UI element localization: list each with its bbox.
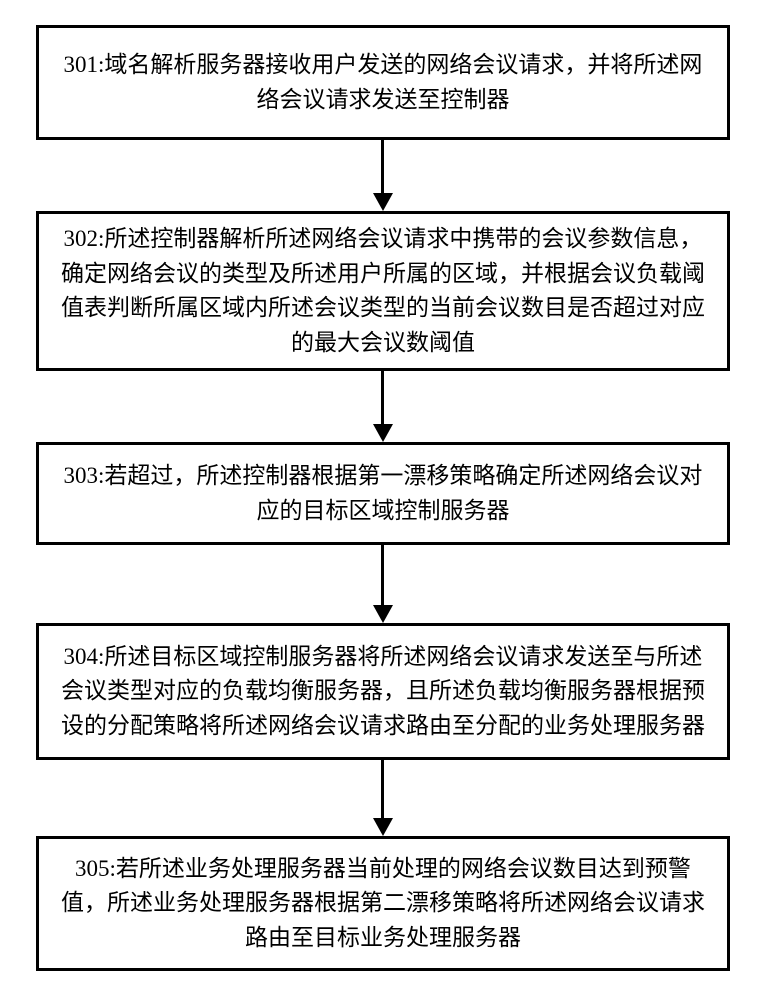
arrow-head-icon [373,424,393,442]
flowchart-arrow [373,760,393,836]
arrow-line [381,760,384,818]
flowchart-arrow [373,140,393,211]
arrow-head-icon [373,605,393,623]
flowchart-arrow [373,545,393,623]
arrow-head-icon [373,193,393,211]
flowchart-arrow [373,371,393,442]
node-text: 305:若所述业务处理服务器当前处理的网络会议数目达到预警值，所述业务处理服务器… [59,852,707,956]
flowchart-node-301: 301:域名解析服务器接收用户发送的网络会议请求，并将所述网络会议请求发送至控制… [36,25,730,140]
flowchart-container: 301:域名解析服务器接收用户发送的网络会议请求，并将所述网络会议请求发送至控制… [0,0,765,1000]
node-text: 302:所述控制器解析所述网络会议请求中携带的会议参数信息，确定网络会议的类型及… [59,222,707,360]
arrow-line [381,545,384,605]
arrow-line [381,371,384,424]
arrow-line [381,140,384,193]
node-text: 301:域名解析服务器接收用户发送的网络会议请求，并将所述网络会议请求发送至控制… [59,48,707,117]
flowchart-node-302: 302:所述控制器解析所述网络会议请求中携带的会议参数信息，确定网络会议的类型及… [36,211,730,371]
flowchart-node-303: 303:若超过，所述控制器根据第一漂移策略确定所述网络会议对应的目标区域控制服务… [36,442,730,545]
node-text: 303:若超过，所述控制器根据第一漂移策略确定所述网络会议对应的目标区域控制服务… [59,459,707,528]
flowchart-node-304: 304:所述目标区域控制服务器将所述网络会议请求发送至与所述会议类型对应的负载均… [36,623,730,760]
arrow-head-icon [373,818,393,836]
node-text: 304:所述目标区域控制服务器将所述网络会议请求发送至与所述会议类型对应的负载均… [59,640,707,744]
flowchart-node-305: 305:若所述业务处理服务器当前处理的网络会议数目达到预警值，所述业务处理服务器… [36,836,730,971]
